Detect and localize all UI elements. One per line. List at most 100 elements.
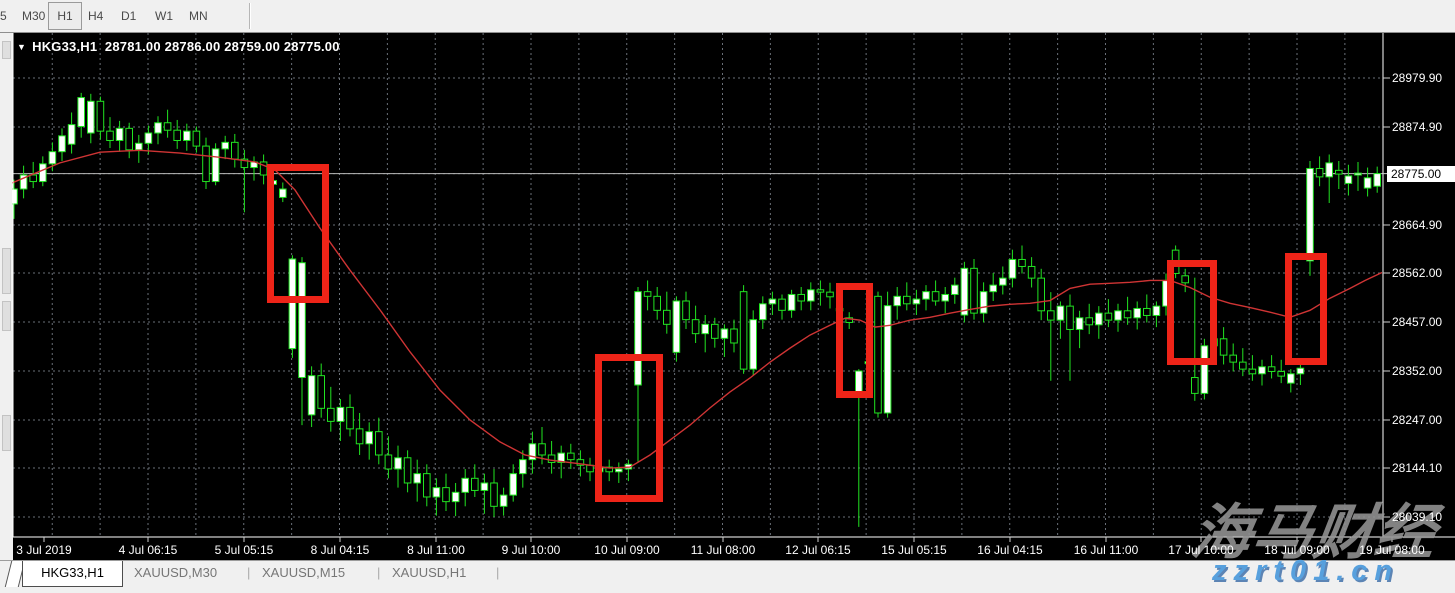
time-axis-label: 9 Jul 10:00 [501, 543, 561, 557]
candle [768, 298, 777, 305]
price-axis-label: 28874.90 [1392, 119, 1443, 134]
timeframe-button-h1[interactable]: H1 [48, 2, 82, 30]
price-axis-label: 28352.00 [1392, 363, 1443, 378]
candle [1047, 310, 1055, 321]
tab-separator: | [247, 565, 251, 580]
candle [951, 284, 959, 295]
timeframe-button-d1[interactable]: D1 [121, 9, 137, 23]
tab-xauusd-h1[interactable]: XAUUSD,H1 [392, 565, 467, 580]
timeframe-button-m5[interactable]: 5 [0, 9, 7, 23]
candle [1133, 307, 1142, 319]
time-axis-label: 10 Jul 09:00 [594, 543, 660, 557]
gap-highlight-rectangle[interactable] [267, 164, 329, 303]
candle [1296, 367, 1305, 375]
candle [240, 158, 249, 169]
collapse-triangle-icon[interactable]: ▼ [17, 42, 27, 52]
candle [903, 295, 911, 305]
candle [557, 452, 566, 463]
price-axis-label: 28979.90 [1392, 71, 1443, 85]
timeframe-button-mn[interactable]: MN [189, 9, 208, 23]
candle [759, 303, 767, 321]
timeframe-button-m30[interactable]: M30 [22, 9, 46, 23]
candle [365, 431, 373, 445]
candle [211, 148, 220, 183]
toolbar-separator [249, 3, 251, 29]
candle [1114, 310, 1122, 321]
tab-separator: | [496, 565, 500, 580]
candle [106, 130, 114, 141]
candle [1267, 366, 1276, 372]
candle [663, 309, 671, 325]
candle [192, 130, 201, 147]
candle [432, 487, 441, 498]
price-axis-label: 28664.90 [1392, 217, 1443, 232]
candle [231, 141, 239, 160]
candle [1229, 354, 1238, 363]
time-axis-label: 3 Jul 2019 [16, 543, 72, 557]
candle [29, 174, 37, 183]
candle [1123, 310, 1132, 319]
candle [1066, 305, 1074, 330]
candle [816, 289, 825, 293]
candle [855, 370, 863, 395]
gap-highlight-rectangle[interactable] [836, 283, 873, 398]
candle [1258, 366, 1266, 375]
candle [327, 407, 335, 422]
price-axis-label: 28247.00 [1392, 412, 1443, 427]
candle [509, 473, 517, 496]
candle [826, 291, 834, 298]
candle [730, 328, 738, 344]
candle [77, 97, 86, 127]
candle [1335, 169, 1343, 175]
candle [893, 295, 902, 307]
ohlc-open: 28781.00 [104, 39, 161, 54]
tab-xauusd-m30[interactable]: XAUUSD,M30 [134, 565, 218, 580]
gap-highlight-rectangle[interactable] [595, 354, 663, 502]
candle [144, 132, 153, 144]
candle [778, 298, 786, 311]
candle [1075, 317, 1084, 330]
timeframe-button-w1[interactable]: W1 [155, 9, 173, 23]
site-watermark: zzrt01.cn [1212, 555, 1400, 587]
time-axis-label: 11 Jul 08:00 [690, 543, 756, 557]
panel-scrollbar[interactable] [2, 415, 11, 451]
tab-hkg33-h1[interactable]: HKG33,H1 [22, 561, 123, 587]
candle [807, 289, 815, 302]
candle [317, 375, 325, 409]
ohlc-low: 28759.00 [224, 39, 281, 54]
candle [125, 127, 134, 151]
candle [711, 323, 719, 339]
candle [183, 130, 191, 141]
gap-highlight-rectangle[interactable] [1285, 253, 1327, 365]
candle [173, 129, 181, 141]
candle [135, 142, 143, 151]
candle [375, 431, 383, 456]
candle [797, 293, 806, 302]
candle [1018, 258, 1026, 267]
candle [67, 124, 76, 145]
ohlc-high: 28786.00 [164, 39, 221, 54]
candles-group [10, 92, 1382, 527]
time-axis-label: 15 Jul 05:15 [881, 543, 947, 557]
candle [1152, 305, 1161, 316]
candle [39, 163, 47, 183]
symbol-tabbar: HKG33,H1 XAUUSD,M30 | XAUUSD,M15 | XAUUS… [0, 560, 1455, 593]
time-axis-label: 4 Jul 06:15 [118, 543, 178, 557]
candle [423, 473, 431, 498]
candle [701, 323, 710, 335]
candle [519, 459, 527, 475]
price-axis-label: 28457.00 [1392, 314, 1443, 329]
candle [115, 127, 124, 141]
candle [259, 161, 268, 176]
candle [989, 284, 998, 293]
gap-highlight-rectangle[interactable] [1167, 260, 1217, 365]
candle [1191, 377, 1199, 394]
candle [999, 277, 1007, 286]
tab-xauusd-m15[interactable]: XAUUSD,M15 [262, 565, 346, 580]
time-axis-label: 8 Jul 11:00 [407, 543, 465, 557]
timeframe-button-h4[interactable]: H4 [88, 9, 104, 23]
candle [1277, 370, 1286, 377]
candle [1248, 368, 1257, 375]
ohlc-close: 28775.00 [283, 39, 340, 54]
